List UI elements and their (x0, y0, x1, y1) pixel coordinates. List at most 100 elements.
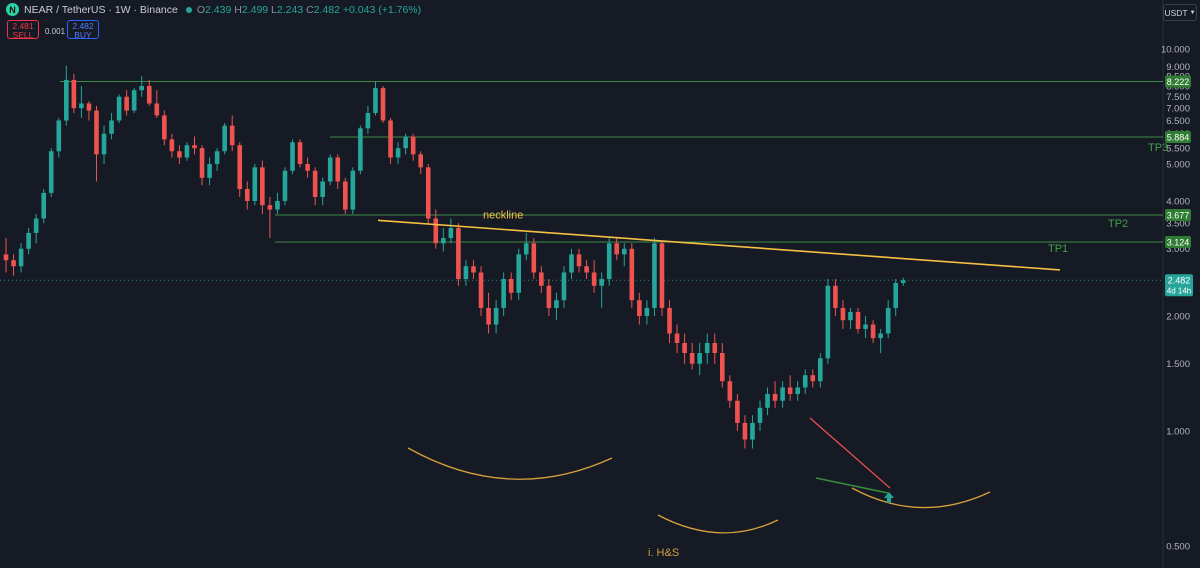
candle-body (11, 260, 16, 267)
ohlc-values: O2.439 H2.499 L2.243 C2.482 +0.043 (+1.7… (196, 3, 422, 16)
level-price-tag (1165, 236, 1191, 249)
candle-body (267, 205, 273, 210)
candle-body (900, 280, 906, 284)
candle-body (320, 181, 325, 197)
tp-label: TP1 (1048, 243, 1068, 255)
y-tick-label: 2.000 (1166, 312, 1190, 323)
candle-body (373, 88, 378, 113)
candle-body (395, 148, 401, 158)
y-tick-label: 3.000 (1166, 244, 1190, 255)
candle-body (667, 307, 672, 334)
candle-body (546, 285, 552, 308)
candle-body (606, 243, 612, 279)
tp-label: TP2 (1108, 218, 1128, 230)
candle-body (41, 192, 46, 219)
candle-body (795, 387, 800, 394)
near-logo-icon: N (6, 3, 19, 16)
candle-body (456, 227, 461, 279)
candle-body (802, 375, 808, 388)
candle-body (599, 278, 604, 286)
candle-body (704, 342, 710, 354)
candle-body (244, 189, 250, 202)
candle-body (757, 407, 763, 423)
symbol-title[interactable]: NEAR / TetherUS · 1W · Binance (24, 3, 178, 16)
candle-body (177, 151, 182, 158)
candle-body (885, 307, 891, 334)
currency-selector[interactable]: USDT ▼ (1163, 4, 1197, 21)
candle-body (124, 96, 129, 111)
left-shoulder-arc (407, 447, 613, 480)
candle-body (335, 157, 341, 182)
candle-body (486, 307, 491, 325)
y-tick-label: 7.000 (1166, 104, 1190, 115)
y-tick-label: 1.500 (1166, 359, 1190, 370)
candle-body (116, 96, 122, 121)
sell-label: SELL (12, 30, 34, 40)
candle-body (727, 381, 733, 401)
candle-body (214, 151, 220, 164)
candle-body (18, 248, 24, 267)
candle-body (825, 285, 831, 359)
candle-body (425, 167, 431, 219)
candle-body (652, 243, 657, 308)
candle-body (591, 272, 597, 286)
y-tick-label: 4.000 (1166, 197, 1190, 208)
y-tick-label: 7.500 (1166, 92, 1190, 103)
countdown-label: 4d 14h (1167, 287, 1191, 296)
candle-body (478, 272, 484, 308)
level-price-tag (1165, 208, 1191, 221)
level-price-label: 3.124 (1167, 238, 1190, 248)
candle-body (312, 170, 318, 197)
candle-body (516, 254, 522, 293)
y-tick-label: 0.500 (1166, 542, 1190, 553)
wedge-support-line (815, 477, 889, 494)
candle-body (184, 145, 190, 158)
candle-body (252, 167, 258, 202)
price-change: +0.043 (+1.76%) (342, 3, 422, 16)
candle-body (101, 133, 107, 155)
candle-body (833, 285, 838, 308)
neckline-label: neckline (483, 209, 523, 221)
candle-body (327, 157, 333, 182)
y-tick-label: 6.500 (1166, 116, 1190, 127)
candle-body (750, 422, 755, 440)
candle-body (523, 243, 529, 255)
buy-price: 2.482 (72, 21, 94, 31)
candle-body (418, 154, 423, 168)
candle-body (169, 139, 175, 152)
candle-body (614, 243, 620, 255)
market-open-dot-icon (185, 6, 192, 13)
candle-body (410, 136, 416, 155)
level-price-label: 8.222 (1167, 77, 1190, 87)
sell-button[interactable]: 2.481 SELL (7, 20, 39, 40)
candle-body (229, 125, 235, 146)
candle-body (448, 227, 454, 239)
candle-body (682, 342, 687, 354)
candle-body (3, 254, 9, 261)
candle-body (735, 400, 740, 423)
candle-body (79, 103, 84, 109)
candle-body (56, 120, 62, 152)
candle-body (576, 254, 582, 267)
candle-body (554, 300, 559, 308)
candle-body (403, 136, 408, 149)
y-tick-label: 9.000 (1166, 62, 1190, 73)
last-price-label: 2.482 (1168, 276, 1191, 286)
right-shoulder-arc (851, 487, 991, 509)
candle-body (388, 120, 393, 158)
candle-body (146, 86, 152, 104)
candle-body (508, 278, 514, 293)
currency-label: USDT (1164, 7, 1188, 18)
candle-body (818, 358, 823, 382)
candle-body (222, 125, 227, 152)
candle-body (260, 167, 265, 206)
candle-body (463, 266, 469, 279)
candle-body (855, 311, 861, 329)
buy-button[interactable]: 2.482 BUY (67, 20, 99, 40)
candle-body (742, 422, 748, 440)
candle-body (109, 120, 114, 134)
candle-body (810, 375, 816, 382)
candle-body (48, 151, 54, 193)
